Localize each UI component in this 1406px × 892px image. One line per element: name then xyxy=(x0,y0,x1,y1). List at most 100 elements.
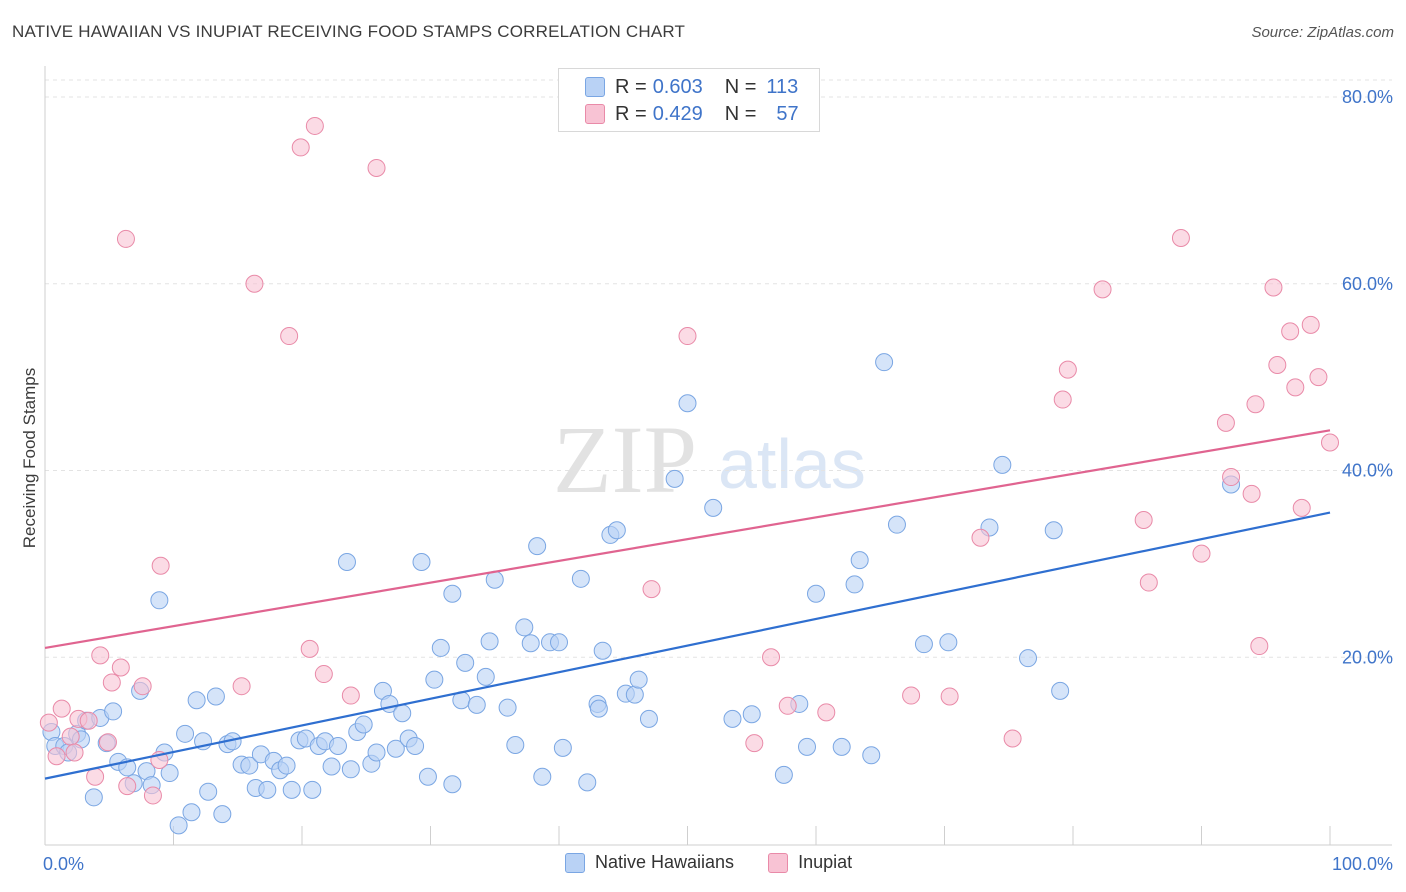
point-inupiat xyxy=(111,658,130,677)
point-inupiat xyxy=(971,528,990,547)
point-native-hawaiians xyxy=(807,584,825,603)
legend-r-value: 0.603 xyxy=(652,75,703,98)
legend-r-label: R = xyxy=(615,75,647,98)
legend-series: Native Hawaiians Inupiat xyxy=(565,852,886,873)
y-tick-label: 20.0% xyxy=(1342,647,1393,667)
point-native-hawaiians xyxy=(84,788,103,807)
point-inupiat xyxy=(79,711,98,730)
point-native-hawaiians xyxy=(425,670,444,689)
point-inupiat xyxy=(143,786,162,805)
point-native-hawaiians xyxy=(406,736,425,755)
point-native-hawaiians xyxy=(393,704,412,723)
y-tick-label: 60.0% xyxy=(1342,274,1393,294)
point-inupiat xyxy=(1216,413,1235,432)
point-inupiat xyxy=(1003,729,1022,748)
point-native-hawaiians xyxy=(456,653,475,672)
data-points xyxy=(39,116,1339,835)
point-native-hawaiians xyxy=(629,670,648,689)
point-inupiat xyxy=(1309,368,1328,387)
legend-row-native-hawaiians: R = 0.603 N = 113 xyxy=(585,74,798,100)
point-native-hawaiians xyxy=(1019,649,1038,668)
point-inupiat xyxy=(291,138,310,157)
point-native-hawaiians xyxy=(774,765,793,784)
point-native-hawaiians xyxy=(845,575,864,594)
point-native-hawaiians xyxy=(187,691,206,710)
trend-line-native-hawaiians xyxy=(44,511,1331,780)
point-inupiat xyxy=(39,713,58,732)
point-native-hawaiians xyxy=(798,737,817,756)
point-inupiat xyxy=(1058,360,1077,379)
x-tick-label: 0.0% xyxy=(43,854,84,874)
point-inupiat xyxy=(1268,355,1287,374)
point-native-hawaiians xyxy=(607,521,626,540)
point-native-hawaiians xyxy=(639,709,658,728)
point-inupiat xyxy=(245,274,264,293)
y-tick-label: 80.0% xyxy=(1342,87,1393,107)
legend-n-label: N = xyxy=(724,75,757,98)
point-inupiat xyxy=(1093,280,1112,299)
point-inupiat xyxy=(1139,573,1158,592)
point-native-hawaiians xyxy=(104,702,123,721)
point-native-hawaiians xyxy=(341,760,360,779)
point-native-hawaiians xyxy=(480,632,499,651)
point-native-hawaiians xyxy=(723,709,742,728)
point-native-hawaiians xyxy=(533,767,552,786)
legend-item-inupiat: Inupiat xyxy=(768,852,852,873)
legend-label-inupiat: Inupiat xyxy=(798,852,853,872)
point-inupiat xyxy=(1222,468,1241,487)
point-inupiat xyxy=(1250,637,1269,656)
point-inupiat xyxy=(367,158,386,177)
point-inupiat xyxy=(61,727,80,746)
point-native-hawaiians xyxy=(862,746,881,765)
point-native-hawaiians xyxy=(176,724,195,743)
point-native-hawaiians xyxy=(914,635,933,654)
legend-row-inupiat: R = 0.429 N = 57 xyxy=(585,101,799,127)
point-native-hawaiians xyxy=(678,394,697,413)
point-inupiat xyxy=(745,734,764,753)
point-native-hawaiians xyxy=(337,553,356,572)
point-native-hawaiians xyxy=(150,591,169,610)
point-inupiat xyxy=(1246,395,1265,414)
point-inupiat xyxy=(1286,378,1305,397)
point-native-hawaiians xyxy=(277,756,296,775)
point-inupiat xyxy=(817,703,836,722)
legend-label-native-hawaiians: Native Hawaiians xyxy=(595,852,735,872)
point-native-hawaiians xyxy=(875,353,894,372)
point-native-hawaiians xyxy=(282,780,301,799)
point-inupiat xyxy=(116,229,135,248)
point-native-hawaiians xyxy=(498,698,517,717)
point-native-hawaiians xyxy=(443,775,462,794)
watermark-zip: ZIP xyxy=(553,406,697,513)
point-inupiat xyxy=(341,686,360,705)
point-native-hawaiians xyxy=(213,805,232,824)
point-native-hawaiians xyxy=(182,803,201,822)
point-inupiat xyxy=(1053,390,1072,409)
legend-r-value: 0.429 xyxy=(652,102,703,125)
point-native-hawaiians xyxy=(832,737,851,756)
point-inupiat xyxy=(151,556,170,575)
point-native-hawaiians xyxy=(160,764,179,783)
point-native-hawaiians xyxy=(322,757,341,776)
point-inupiat xyxy=(1281,322,1300,341)
point-native-hawaiians xyxy=(199,782,218,801)
point-inupiat xyxy=(133,677,152,696)
point-native-hawaiians xyxy=(303,780,322,799)
point-native-hawaiians xyxy=(240,756,259,775)
point-inupiat xyxy=(280,327,299,346)
point-native-hawaiians xyxy=(412,553,431,572)
point-inupiat xyxy=(678,327,697,346)
chart-title: NATIVE HAWAIIAN VS INUPIAT RECEIVING FOO… xyxy=(12,22,686,41)
point-native-hawaiians xyxy=(742,705,761,724)
point-native-hawaiians xyxy=(939,633,958,652)
point-inupiat xyxy=(1321,433,1339,452)
legend-n-value: 113 xyxy=(766,75,799,98)
point-native-hawaiians xyxy=(367,743,386,762)
point-inupiat xyxy=(86,767,105,786)
trend-line-inupiat xyxy=(44,429,1331,649)
point-inupiat xyxy=(778,696,797,715)
point-native-hawaiians xyxy=(550,633,568,652)
trend-lines xyxy=(44,429,1331,780)
point-native-hawaiians xyxy=(625,685,644,704)
point-native-hawaiians xyxy=(206,687,225,706)
